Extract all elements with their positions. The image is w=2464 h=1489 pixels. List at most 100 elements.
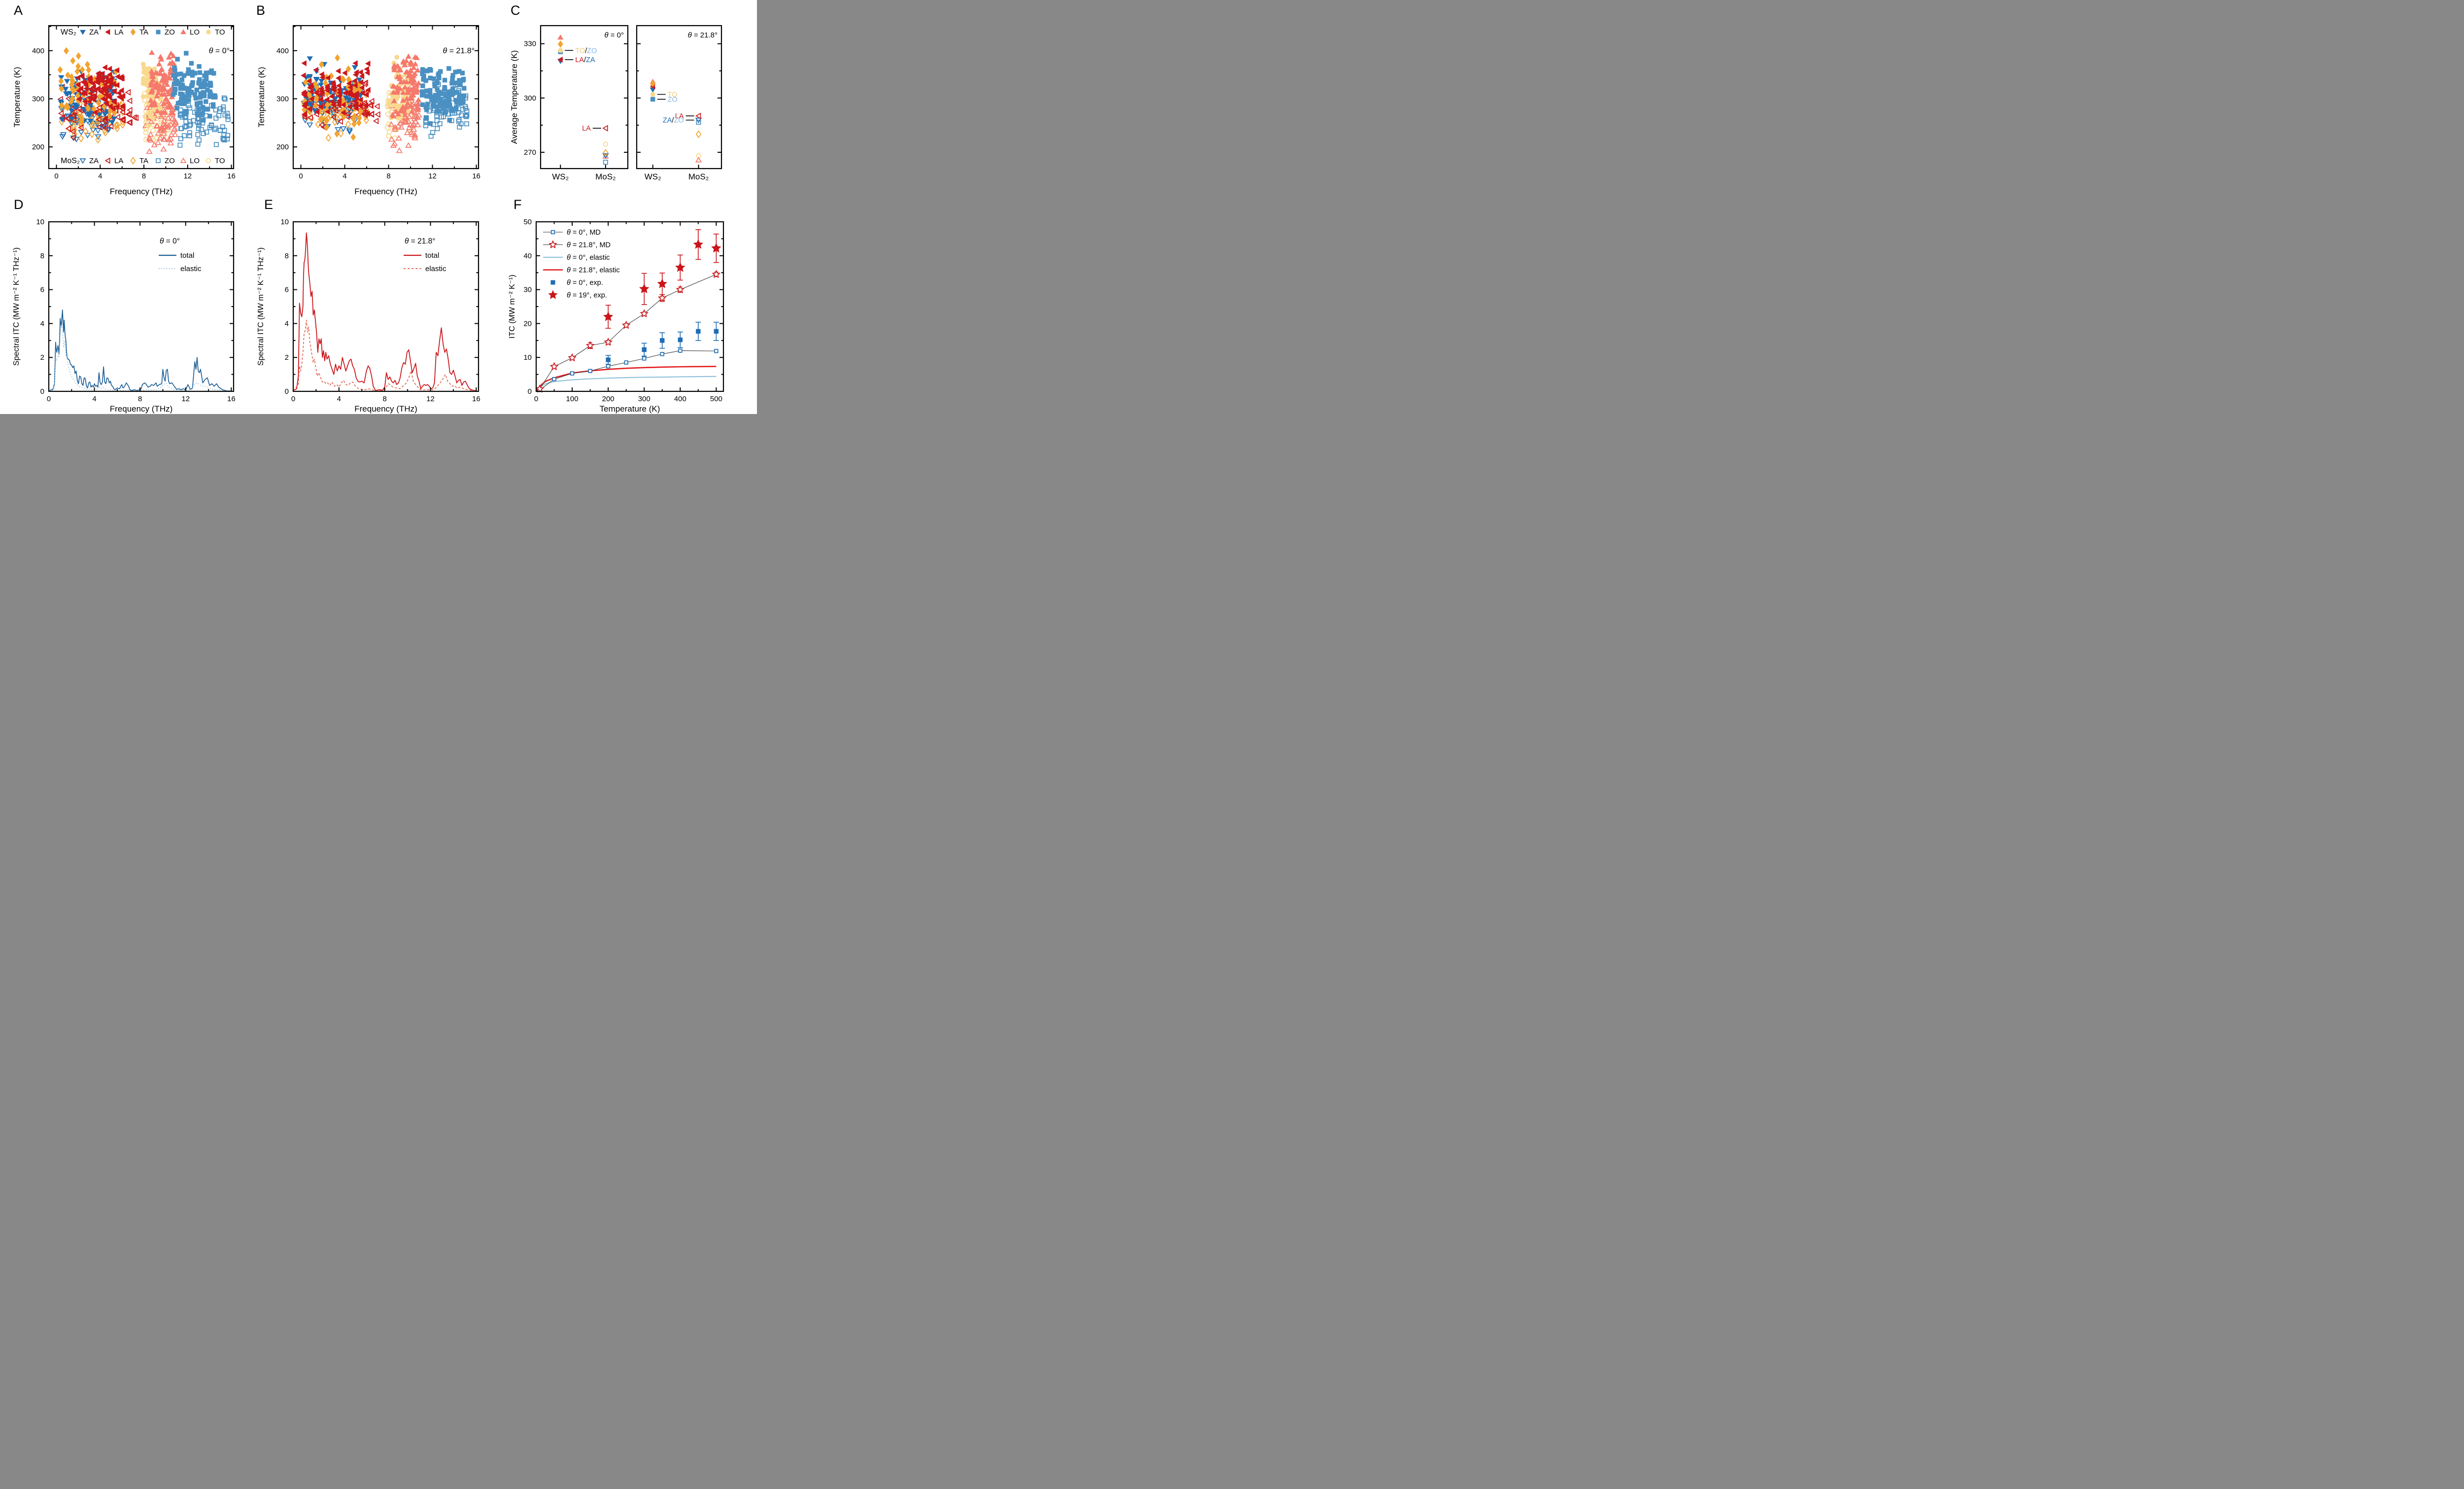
y-axis-title: Spectral ITC (MW m⁻² K⁻¹ THz⁻¹) [257,247,265,366]
panel-b: 0 4 8 12 16 200 300 400 Frequency (THz) Temperatu… [257,25,480,196]
panel-c: Average Temperature (K) 270 300 330 WS₂ MoS₂ θ… [510,25,722,181]
series-el0 [536,376,717,392]
y-tick-label: 300 [524,94,536,103]
x-tick-label: 8 [142,172,146,180]
x-tick-label: 100 [566,395,579,403]
category-label: MoS₂ [595,172,616,181]
y-axis-title: Average Temperature (K) [510,50,519,144]
legend-label: elastic [180,265,202,273]
legend: θ = 0°, MD θ = 21.8°, MD θ = 0°, elastic θ … [543,229,620,300]
y-tick-label: 270 [524,148,536,157]
y-tick-label: 20 [523,319,532,328]
panel-a-label: A [14,3,23,18]
leader-label: TO/ZO [575,47,597,55]
legend-mode-label: ZO [165,28,175,36]
scatter-data [301,53,470,153]
legend-mode-label: TO [215,28,225,36]
y-tick-label: 0 [40,387,44,396]
points [557,34,609,165]
y-tick-label: 400 [276,47,289,55]
x-axis-title: Frequency (THz) [354,404,417,414]
y-tick-label: 4 [285,319,289,328]
x-tick-label: 8 [138,395,142,403]
legend-mode-label: LA [114,28,123,36]
plot-frame [540,25,629,170]
points [650,78,702,163]
x-axis-title: Frequency (THz) [110,187,173,196]
panel-d-label: D [14,197,24,212]
x-tick-label: 400 [674,395,686,403]
x-tick-label: 12 [428,172,437,180]
legend-label: total [425,251,439,260]
x-tick-label: 4 [92,395,96,403]
x-tick-label: 300 [638,395,650,403]
y-tick-label: 10 [523,353,532,362]
x-tick-label: 0 [54,172,58,180]
series-ws2-zo [171,51,218,123]
x-tick-label: 4 [98,172,102,180]
plot-frame [48,221,235,392]
annotation-theta: θ = 21.8° [688,31,718,39]
plot-frame [292,25,479,170]
annotation-theta: θ = 21.8° [405,237,435,245]
y-tick-label: 10 [280,218,289,226]
y-tick-label: 40 [523,252,532,260]
x-tick-label: 500 [710,395,722,403]
panel-e-label: E [264,197,274,212]
spectra [293,232,477,391]
panel-e: 0 4 8 12 16 0 2 4 6 8 10 Frequency (THz) Spectral IT… [257,218,480,414]
y-tick-label: 2 [40,353,44,362]
leader-label: ZA/ZO [663,117,684,125]
y-tick-label: 30 [523,286,532,294]
x-tick-label: 0 [291,395,295,403]
y-axis-title: ITC (MW m⁻² K⁻¹) [508,275,516,339]
leader-label: LA [582,125,591,133]
series-ws2-la [75,64,126,122]
legend-label: θ = 0°, elastic [567,254,610,262]
legend-mode-label: LO [190,28,200,36]
legend-material-label: MoS₂ [61,157,80,165]
series-mos2-zo [177,95,231,148]
x-axis-title: Temperature (K) [600,404,660,414]
plot-frame [636,25,722,170]
axes [636,25,722,170]
annotation-theta: θ = 21.8° [443,47,475,55]
y-tick-label: 0 [285,387,289,396]
legend-mode-label: ZO [165,157,175,165]
panel-f: 0 100 200 300 400 500 0 10 20 30 40 50 Temperature (… [508,218,724,414]
category-label: WS₂ [645,172,661,181]
y-tick-label: 200 [276,143,289,151]
annotation-theta: θ = 0° [209,47,230,55]
axes: 0 4 8 12 16 0 2 4 6 8 10 [36,218,235,403]
leader-label: TO [668,91,678,99]
series-total [48,310,232,392]
y-tick-label: 4 [40,319,44,328]
panel-c-label: C [511,3,520,18]
figure-root: A B C D E F 0 4 8 12 16 200 300 400 Frequency (T… [0,0,757,414]
legend-material-label: WS₂ [61,28,76,36]
legend-label: θ = 0°, exp. [567,279,603,287]
y-tick-label: 50 [523,218,532,226]
x-tick-label: 4 [342,172,346,180]
series-el218 [536,366,717,392]
axes: 270 300 330 [524,25,629,170]
legend-ws2: WS₂ ZA LA TA ZO LO TO [61,28,225,36]
series-elastic [293,319,477,391]
data [535,229,721,393]
x-axis-title: Frequency (THz) [110,404,173,414]
x-tick-label: 0 [534,395,538,403]
x-tick-label: 12 [183,172,192,180]
y-axis-title: Temperature (K) [12,67,22,128]
series-ws2-la [301,60,371,118]
legend-label: elastic [425,265,446,273]
axes: 0 4 8 12 16 0 2 4 6 8 10 [280,218,480,403]
legend-label: θ = 21.8°, elastic [567,267,620,275]
y-tick-label: 8 [285,252,289,260]
x-tick-label: 12 [181,395,190,403]
x-tick-label: 4 [337,395,341,403]
legend-label: θ = 19°, exp. [567,292,607,300]
